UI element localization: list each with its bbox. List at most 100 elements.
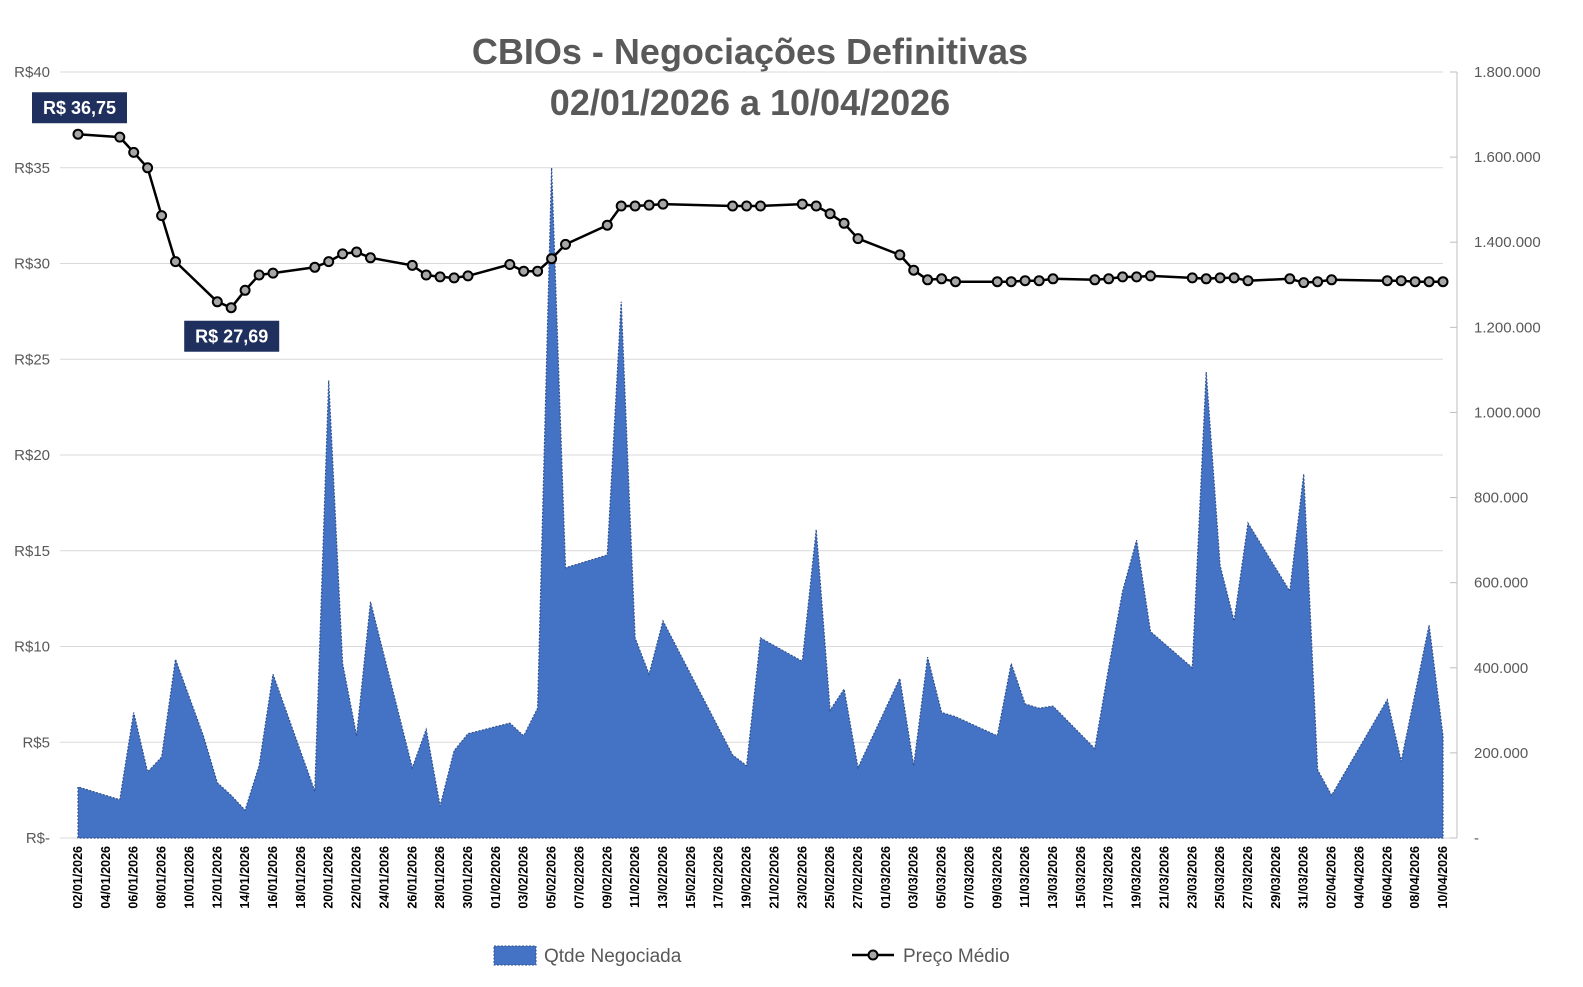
preco-medio-marker	[225, 302, 237, 314]
min-price-callout-box	[184, 320, 280, 352]
chart-subtitle: 02/01/2026 a 10/04/2026	[550, 82, 950, 123]
x-tick-label: 03/02/2026	[517, 846, 531, 909]
x-tick-label: 03/03/2026	[907, 846, 921, 909]
preco-medio-marker	[950, 276, 961, 288]
legend-label-qtde-negociada: Qtde Negociada	[544, 946, 682, 967]
x-tick-label: 09/03/2026	[990, 846, 1004, 909]
x-tick-label: 04/04/2026	[1352, 846, 1366, 909]
preco-medio-marker	[1395, 275, 1407, 287]
preco-medio-marker	[1284, 273, 1296, 285]
preco-medio-marker	[1019, 275, 1031, 287]
x-tick-label: 19/02/2026	[740, 846, 754, 909]
left-tick-label: R$5	[22, 734, 50, 751]
x-tick-label: 13/03/2026	[1046, 846, 1060, 909]
x-tick-label: 29/03/2026	[1269, 846, 1283, 909]
right-y-axis: - 200.000 400.000 600.000 800.000 1.000.000 1.…	[1450, 64, 1541, 847]
x-tick-label: 08/04/2026	[1408, 846, 1422, 909]
preco-medio-marker	[560, 238, 571, 250]
preco-medio-marker	[922, 274, 934, 286]
preco-medio-marker	[72, 128, 84, 140]
x-tick-label: 06/04/2026	[1380, 846, 1394, 909]
preco-medio-marker	[838, 217, 850, 229]
preco-medio-marker	[1103, 273, 1115, 285]
x-tick-label: 05/03/2026	[935, 846, 949, 909]
x-tick-label: 10/01/2026	[182, 846, 196, 909]
preco-medio-marker	[114, 131, 126, 143]
right-tick-label: 600.000	[1474, 575, 1528, 592]
right-tick-label: -	[1474, 830, 1479, 847]
right-tick-label: 1.800.000	[1474, 64, 1541, 81]
x-tick-label: 23/02/2026	[795, 846, 809, 909]
left-tick-label: R$30	[14, 256, 50, 273]
preco-medio-marker	[253, 269, 265, 281]
preco-medio-marker	[1047, 273, 1059, 285]
left-tick-label: R$40	[14, 64, 50, 81]
preco-medio-marker	[1298, 277, 1310, 289]
x-tick-label: 14/01/2026	[238, 846, 252, 909]
legend-swatch-qtde-negociada	[493, 945, 537, 966]
x-tick-label: 27/03/2026	[1241, 846, 1255, 909]
preco-medio-marker	[434, 271, 446, 283]
x-tick-label: 20/01/2026	[322, 846, 336, 909]
preco-medio-marker	[824, 208, 836, 220]
preco-medio-marker	[615, 200, 627, 212]
qtde-negociada-area	[77, 167, 1444, 839]
preco-medio-marker	[156, 210, 168, 222]
x-tick-label: 31/03/2026	[1297, 846, 1311, 909]
right-tick-label: 200.000	[1474, 745, 1528, 762]
right-tick-label: 1.200.000	[1474, 319, 1541, 336]
x-tick-label: 06/01/2026	[127, 846, 141, 909]
preco-medio-marker	[908, 264, 920, 276]
preco-medio-marker	[1242, 275, 1254, 287]
preco-medio-marker	[462, 270, 474, 282]
preco-medio-marker	[643, 199, 655, 211]
x-tick-label: 21/02/2026	[767, 846, 781, 909]
preco-medio-marker	[1005, 276, 1017, 288]
x-tick-label: 11/02/2026	[628, 846, 642, 908]
preco-medio-marker	[1145, 270, 1156, 282]
preco-medio-marker	[601, 219, 613, 231]
preco-medio-marker	[894, 249, 906, 261]
area-series-qtde-negociada	[77, 167, 1444, 839]
right-tick-label: 1.400.000	[1474, 234, 1541, 251]
legend: Qtde Negociada Preço Médio	[493, 945, 1010, 967]
preco-medio-marker	[852, 233, 864, 245]
x-tick-label: 05/02/2026	[545, 846, 559, 909]
x-tick-label: 21/03/2026	[1157, 846, 1171, 909]
x-tick-label: 27/02/2026	[851, 846, 865, 909]
left-tick-label: R$25	[14, 351, 50, 368]
x-tick-label: 15/02/2026	[684, 846, 698, 909]
preco-medio-marker	[810, 200, 822, 212]
x-tick-label: 01/02/2026	[489, 846, 503, 909]
preco-medio-marker	[1033, 275, 1045, 287]
x-tick-label: 07/02/2026	[572, 846, 586, 909]
x-tick-label: 10/04/2026	[1436, 846, 1450, 909]
price-callouts: R$ 36,75 R$ 27,69	[32, 92, 280, 352]
left-tick-label: R$20	[14, 447, 50, 464]
preco-medio-marker	[1423, 276, 1435, 288]
x-tick-label: 28/01/2026	[433, 846, 447, 909]
preco-medio-marker	[1117, 271, 1129, 283]
preco-medio-marker	[518, 265, 530, 277]
x-tick-label: 02/04/2026	[1325, 846, 1339, 909]
preco-medio-marker	[741, 200, 753, 212]
preco-medio-marker	[420, 269, 432, 281]
preco-medio-line	[77, 132, 1443, 309]
preco-medio-marker	[211, 296, 223, 308]
preco-medio-marker	[504, 259, 516, 270]
x-tick-label: 30/01/2026	[461, 846, 475, 909]
preco-medio-marker	[796, 198, 808, 210]
right-tick-label: 1.600.000	[1474, 149, 1541, 166]
x-tick-label: 04/01/2026	[99, 846, 113, 909]
preco-medio-marker	[142, 162, 154, 174]
x-tick-label: 01/03/2026	[879, 846, 893, 909]
x-tick-label: 17/02/2026	[712, 846, 726, 909]
right-tick-label: 1.000.000	[1474, 404, 1541, 421]
x-tick-label: 18/01/2026	[294, 846, 308, 909]
max-price-callout-box	[32, 92, 127, 124]
preco-medio-marker	[936, 273, 948, 285]
x-tick-label: 25/03/2026	[1213, 846, 1227, 909]
x-tick-label: 25/02/2026	[823, 846, 837, 909]
x-tick-label: 02/01/2026	[71, 846, 85, 909]
